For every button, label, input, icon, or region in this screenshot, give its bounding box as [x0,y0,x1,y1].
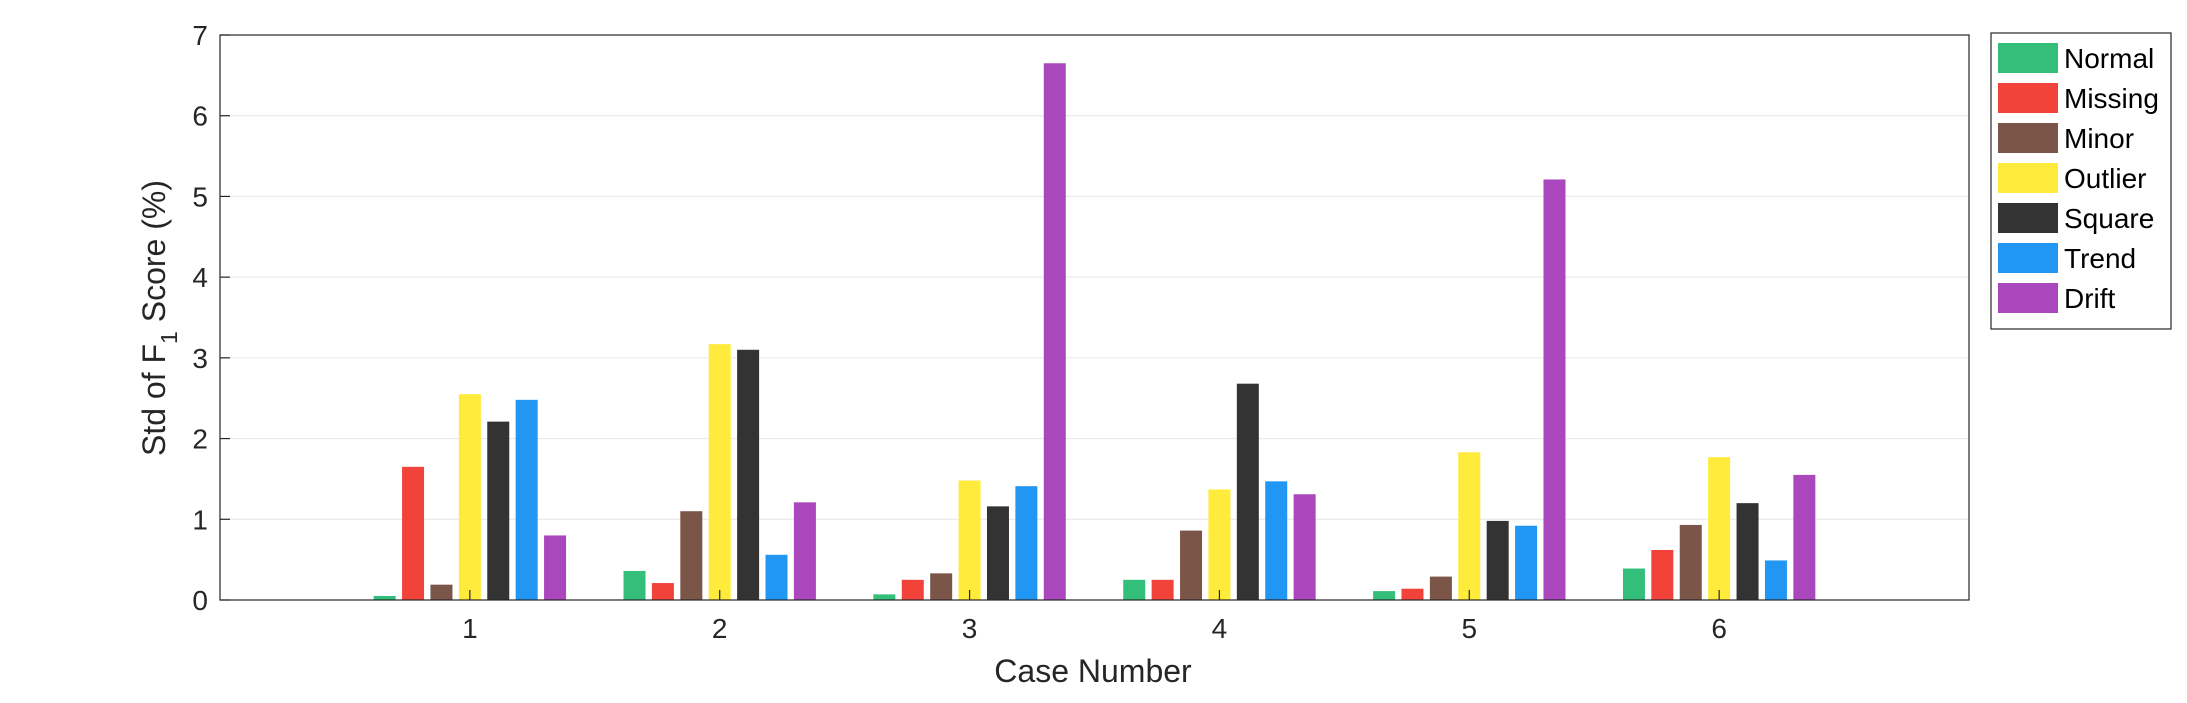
bar-normal-case-5 [1373,591,1396,600]
bar-missing-case-5 [1401,588,1424,600]
y-tick-label: 3 [192,343,208,374]
legend: Normal Missing Minor Outlier Square Trend Drif… [1990,32,2172,330]
bar-minor-case-4 [1180,530,1203,600]
bar-normal-case-4 [1123,579,1146,600]
legend-swatch-square [1998,203,2058,233]
bar-minor-case-1 [430,584,453,600]
legend-label-trend: Trend [2064,243,2136,274]
bar-missing-case-3 [901,579,924,600]
legend-label-missing: Missing [2064,83,2159,114]
y-axis-label-suffix: Score (%) [136,180,172,331]
y-axis-label-prefix: Std of F [136,344,172,456]
bar-trend-case-5 [1515,525,1538,600]
bar-trend-case-3 [1015,486,1038,600]
legend-label-normal: Normal [2064,43,2154,74]
x-tick-label: 3 [962,613,978,644]
y-tick-label: 6 [192,101,208,132]
x-tick-label: 6 [1711,613,1727,644]
legend-swatch-outlier [1998,163,2058,193]
legend-swatch-minor [1998,123,2058,153]
x-axis-label: Case Number [994,653,1192,689]
legend-label-outlier: Outlier [2064,163,2146,194]
bar-outlier-case-6 [1708,457,1731,600]
legend-swatch-normal [1998,43,2058,73]
legend-label-square: Square [2064,203,2154,234]
bar-trend-case-1 [515,399,538,600]
bars-layer [373,63,1816,600]
bar-square-case-1 [487,421,510,600]
bar-drift-case-1 [544,535,567,600]
legend-label-drift: Drift [2064,283,2116,314]
bar-square-case-3 [986,506,1009,600]
bar-outlier-case-4 [1208,489,1231,600]
x-axis-ticks: 1 2 3 4 5 6 [462,590,1727,644]
bar-trend-case-6 [1764,560,1787,600]
y-tick-label: 5 [192,181,208,212]
bar-drift-case-5 [1543,179,1566,600]
bar-outlier-case-1 [458,394,481,600]
bar-normal-case-1 [373,595,396,600]
bar-minor-case-2 [680,511,703,600]
bar-trend-case-2 [765,554,788,600]
y-tick-label: 0 [192,585,208,616]
bar-square-case-5 [1486,520,1509,600]
bar-minor-case-5 [1429,576,1452,600]
x-tick-label: 4 [1212,613,1228,644]
bar-normal-case-2 [623,570,646,600]
x-tick-label: 1 [462,613,478,644]
bar-normal-case-6 [1622,568,1645,600]
y-tick-label: 2 [192,424,208,455]
grid-lines [220,115,1969,520]
bar-minor-case-3 [930,573,953,600]
legend-swatch-drift [1998,283,2058,313]
bar-drift-case-2 [793,502,816,600]
bar-minor-case-6 [1679,524,1702,600]
bar-missing-case-2 [651,583,674,600]
bar-square-case-2 [737,349,760,600]
y-tick-label: 1 [192,504,208,535]
bar-missing-case-4 [1151,579,1174,600]
plot-frame [219,34,1970,601]
bar-drift-case-3 [1043,63,1066,600]
y-tick-label: 7 [192,20,208,51]
bar-drift-case-6 [1793,474,1816,600]
bar-outlier-case-2 [708,344,731,600]
bar-square-case-4 [1236,383,1259,600]
bar-missing-case-1 [402,466,425,600]
bar-square-case-6 [1736,503,1759,600]
bar-trend-case-4 [1265,481,1288,600]
y-axis-ticks: 0 1 2 3 4 5 6 7 [192,20,230,616]
x-tick-label: 5 [1461,613,1477,644]
bar-outlier-case-3 [958,480,981,600]
legend-swatch-missing [1998,83,2058,113]
legend-label-minor: Minor [2064,123,2134,154]
bar-normal-case-3 [873,594,896,600]
legend-swatch-trend [1998,243,2058,273]
y-axis-label-subscript: 1 [156,331,182,344]
y-tick-label: 4 [192,262,208,293]
x-tick-label: 2 [712,613,728,644]
bar-outlier-case-5 [1458,452,1481,600]
bar-drift-case-4 [1293,494,1316,600]
bar-missing-case-6 [1651,549,1674,600]
y-axis-label: Std of F1 Score (%) [136,180,182,456]
